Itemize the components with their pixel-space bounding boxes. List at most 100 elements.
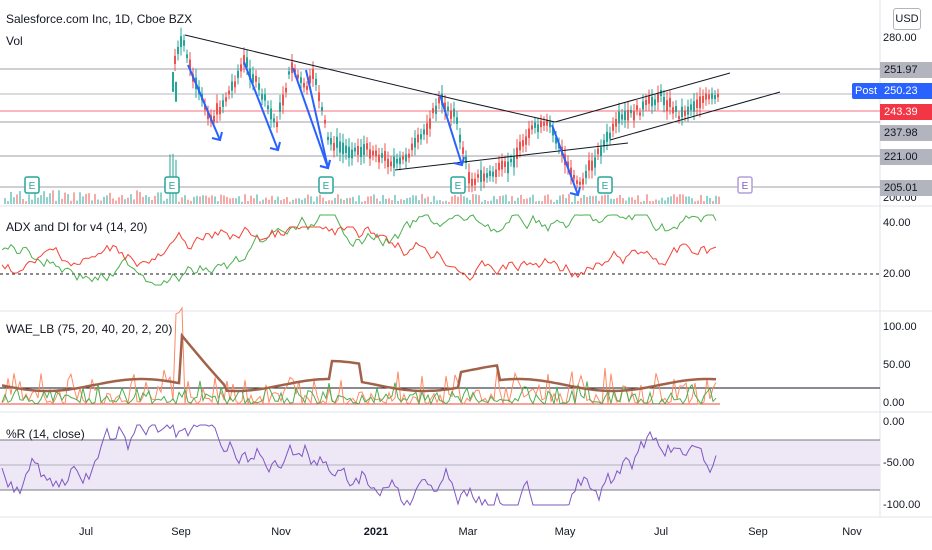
volume-bar — [676, 196, 678, 204]
wae-pane-title[interactable]: WAE_LB (75, 20, 40, 20, 2, 20) — [6, 322, 173, 336]
volume-bar — [46, 197, 48, 204]
candle — [618, 111, 620, 124]
volume-bar — [85, 193, 87, 204]
candle — [552, 127, 554, 136]
arrow-head — [211, 131, 223, 142]
volume-bar — [445, 200, 447, 204]
candle — [276, 121, 278, 128]
volume-bar — [220, 194, 222, 204]
volume-bar — [517, 197, 519, 204]
volume-bar — [715, 195, 717, 204]
volume-bar — [343, 200, 345, 204]
earnings-marker-label: E — [323, 181, 330, 192]
candle — [303, 82, 305, 88]
volume-bar — [139, 192, 141, 204]
candle — [693, 101, 695, 112]
candle — [603, 140, 605, 147]
volume-bar — [547, 194, 549, 204]
candle — [468, 172, 470, 184]
volume-bar — [442, 201, 444, 204]
volume-bar — [253, 198, 255, 204]
candle — [489, 170, 491, 177]
volume-bar — [181, 197, 183, 204]
candle — [240, 64, 242, 72]
volume-bar — [205, 195, 207, 204]
candle — [465, 156, 467, 163]
candle — [549, 121, 551, 128]
volume-bar — [460, 194, 462, 204]
candle — [390, 161, 392, 167]
volume-bar — [643, 200, 645, 204]
candle — [624, 110, 626, 121]
candle — [459, 134, 461, 143]
candle — [696, 99, 698, 108]
candle — [285, 87, 287, 93]
candle — [231, 81, 233, 91]
adx-pane-title[interactable]: ADX and DI for v4 (14, 20) — [6, 220, 148, 234]
volume-bar — [568, 194, 570, 204]
symbol-legend[interactable]: Salesforce.com Inc, 1D, Cboe BZX — [6, 12, 193, 26]
candle — [612, 123, 614, 131]
adx-plus-di — [1, 214, 717, 286]
post-market-label: Post — [852, 83, 880, 99]
candle — [255, 75, 257, 82]
volume-bar — [283, 199, 285, 204]
earnings-marker — [597, 176, 613, 194]
volume-bar — [688, 196, 690, 204]
volume-bar — [706, 195, 708, 204]
volume-legend[interactable]: Vol — [6, 34, 23, 48]
volume-bar — [373, 194, 375, 204]
candle — [666, 100, 668, 112]
volume-bar — [79, 192, 81, 204]
candle — [576, 180, 578, 184]
candle — [172, 71, 174, 92]
candle — [672, 107, 674, 114]
volume-bar — [709, 198, 711, 204]
volume-bar — [379, 201, 381, 204]
candle — [429, 118, 431, 129]
candle — [273, 118, 275, 123]
candle — [537, 124, 539, 133]
wr-pane-title[interactable]: %R (14, close) — [6, 427, 85, 441]
volume-bar — [637, 195, 639, 204]
candle — [474, 178, 476, 185]
candle — [480, 170, 482, 182]
volume-bar — [307, 194, 309, 204]
volume-bar — [319, 194, 321, 204]
volume-bar — [670, 196, 672, 204]
volume-bar — [532, 194, 534, 204]
volume-bar — [469, 199, 471, 204]
volume-bar — [157, 192, 159, 204]
candle — [438, 97, 440, 104]
volume-bar — [106, 195, 108, 204]
candle — [585, 170, 587, 178]
volume-bar — [223, 195, 225, 204]
volume-bar — [64, 192, 66, 204]
volume-bar — [499, 196, 501, 204]
candle — [609, 132, 611, 139]
adx-tick-20: 20.00 — [883, 268, 911, 280]
volume-bar — [598, 200, 600, 204]
candle — [267, 105, 269, 110]
candle — [306, 86, 308, 90]
volume-bar — [115, 200, 117, 204]
earnings-marker-label: E — [169, 181, 176, 192]
currency-button[interactable]: USD — [893, 8, 921, 30]
candle — [237, 70, 239, 78]
price-tag-250-23: 250.23 — [880, 83, 932, 99]
volume-bar — [334, 197, 336, 204]
candle — [630, 110, 632, 114]
candle — [432, 108, 434, 114]
volume-bar — [667, 197, 669, 204]
candle — [420, 134, 422, 140]
earnings-marker-label: E — [742, 181, 749, 192]
candle — [579, 181, 581, 185]
candle — [519, 141, 521, 151]
candle — [699, 96, 701, 109]
arrow-head — [569, 186, 581, 197]
volume-bar — [133, 199, 135, 204]
arrow-line — [439, 94, 463, 166]
candle — [351, 149, 353, 159]
arrow-head — [319, 159, 331, 170]
